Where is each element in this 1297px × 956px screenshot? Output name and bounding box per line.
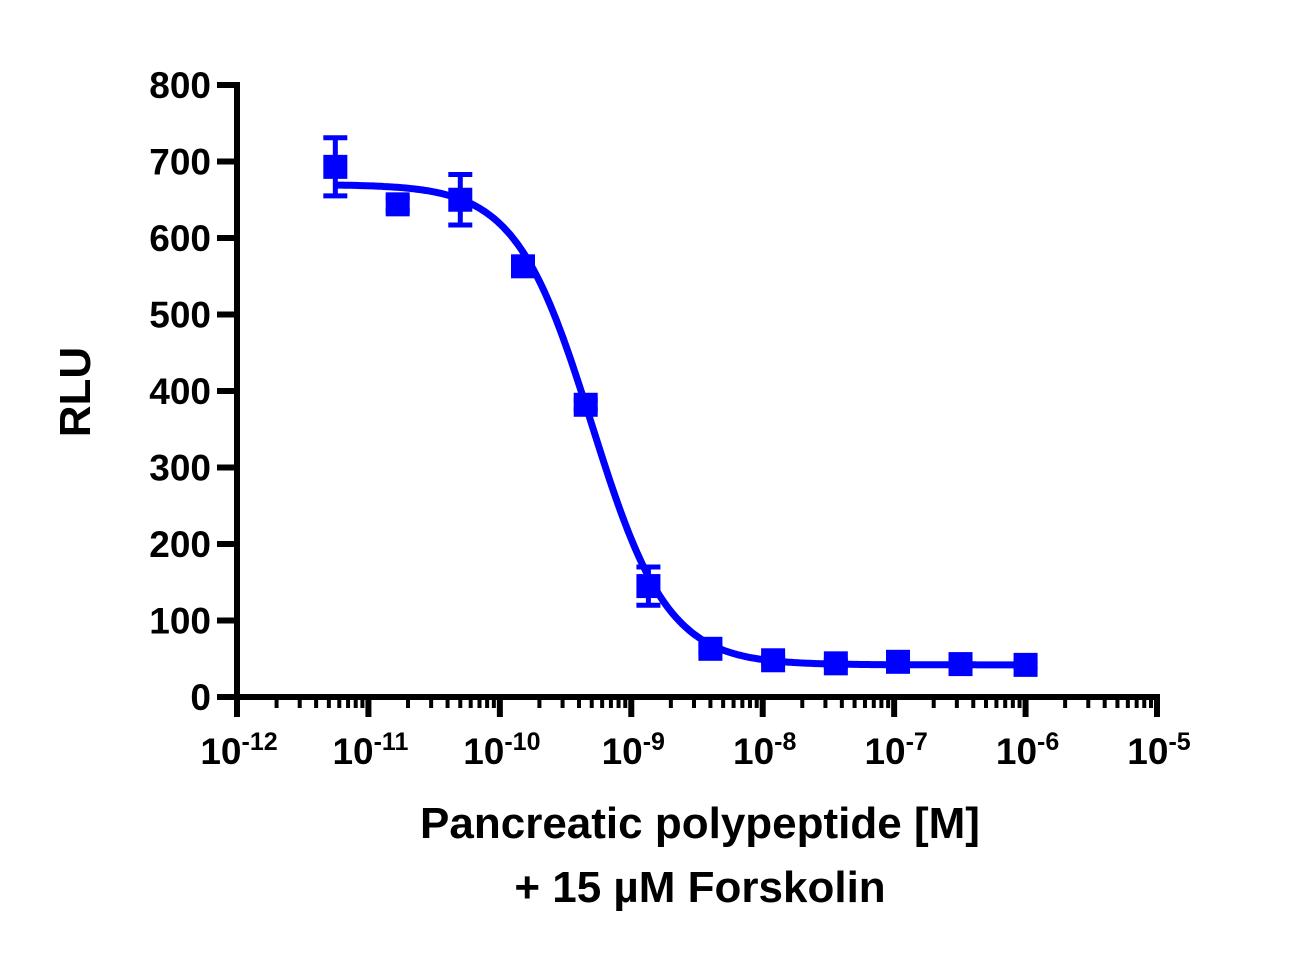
data-point [385, 192, 410, 217]
y-tick-label: 200 [149, 524, 211, 565]
square-marker [511, 254, 536, 279]
data-point [511, 254, 536, 279]
square-marker [448, 187, 473, 212]
x-axis-title-line-2: + 15 µM Forskolin [514, 863, 885, 912]
data-point [323, 135, 348, 199]
y-axis-title: RLU [51, 347, 100, 437]
y-tick-label: 500 [149, 295, 211, 336]
data-point [448, 172, 473, 228]
y-tick-label: 100 [149, 601, 211, 642]
x-tick-label: 10-5 [1127, 728, 1190, 772]
square-marker [385, 192, 410, 217]
data-point [761, 648, 786, 673]
square-marker [323, 154, 348, 179]
square-marker [761, 648, 786, 673]
y-tick-label: 800 [149, 65, 211, 106]
axes [234, 82, 1160, 700]
fit-curve [335, 181, 1026, 669]
x-tick-label: 10-6 [996, 728, 1059, 772]
data-point [573, 392, 598, 417]
square-marker [636, 574, 661, 599]
y-tick-label: 400 [149, 371, 211, 412]
data-points [323, 135, 1038, 677]
data-point [886, 649, 911, 674]
square-marker [823, 651, 848, 676]
x-tick-label: 10-12 [200, 728, 277, 772]
y-tick-label: 0 [190, 677, 211, 718]
data-point [698, 636, 723, 661]
x-tick-label: 10-7 [864, 728, 927, 772]
data-point [636, 564, 661, 608]
square-marker [886, 649, 911, 674]
square-marker [948, 652, 973, 677]
x-tick-label: 10-10 [463, 728, 540, 772]
square-marker [573, 392, 598, 417]
x-tick-label: 10-8 [733, 728, 796, 772]
y-tick-label: 700 [149, 142, 211, 183]
ticks: 0 100 200 300 400 500 600 700 800 10-12 10-11 10-10… [149, 65, 1191, 772]
x-axis-title-line-1: Pancreatic polypeptide [M] [420, 799, 980, 848]
data-point [1013, 652, 1038, 677]
data-point [823, 651, 848, 676]
y-tick-label: 600 [149, 218, 211, 259]
x-tick-label: 10-11 [332, 728, 408, 772]
x-tick-label: 10-9 [602, 728, 665, 772]
square-marker [698, 636, 723, 661]
y-tick-label: 300 [149, 448, 211, 489]
square-marker [1013, 652, 1038, 677]
data-point [948, 652, 973, 677]
